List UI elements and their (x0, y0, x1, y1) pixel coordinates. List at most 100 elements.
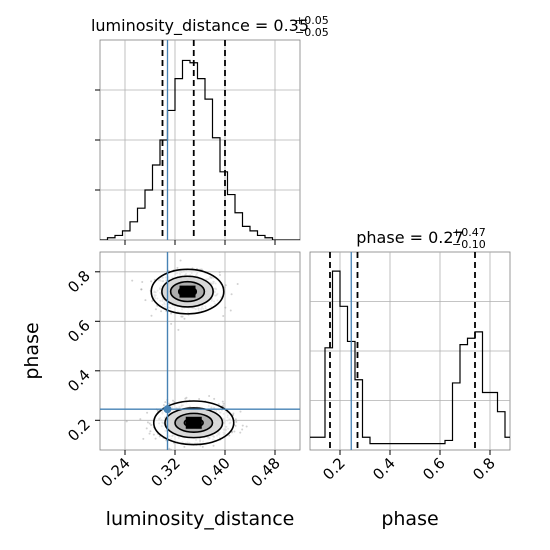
scatter-point (217, 403, 220, 406)
title-1-sub: −0.05 (295, 26, 329, 39)
scatter-point (241, 424, 244, 427)
scatter-point (218, 271, 221, 274)
density-contours (150, 268, 235, 446)
title-2-main: phase = 0.27 (356, 228, 463, 247)
scatter-point (125, 420, 128, 423)
scatter-point (150, 424, 153, 427)
scatter-point (183, 445, 186, 448)
scatter-point (158, 435, 161, 438)
title-2-sup: +0.47 (452, 226, 486, 239)
title-1-sup: +0.05 (295, 14, 329, 27)
scatter-point (148, 422, 151, 425)
y-tick-label-0: 0.2 (64, 415, 94, 445)
y-tick-label-3: 0.8 (64, 267, 94, 297)
grid-marginal-1 (100, 40, 300, 240)
scatter-point (151, 300, 154, 303)
scatter-point (144, 299, 147, 302)
scatter-point (183, 317, 186, 320)
title-1-main: luminosity_distance = 0.35 (91, 16, 309, 36)
x-tick-label-3: 0.8 (469, 454, 499, 484)
scatter-point (228, 434, 231, 437)
marginal-title-2: phase = 0.27 (356, 228, 463, 247)
scatter-point (173, 401, 176, 404)
y-tick-labels-phase: 0.2 0.4 0.6 0.8 (64, 267, 94, 445)
scatter-point (223, 286, 226, 289)
marginal-panel-luminosity-distance: luminosity_distance = 0.35 +0.05 −0.05 (91, 14, 329, 245)
scatter-point (213, 397, 216, 400)
contour-core (179, 285, 196, 298)
scatter-point (241, 428, 244, 431)
scatter-point (200, 268, 203, 271)
scatter-point (222, 405, 225, 408)
x-tick-label-0: 0.2 (319, 454, 349, 484)
x-tick-labels-phase: 0.2 0.4 0.6 0.8 (319, 454, 499, 484)
x-tick-label-2: 0.6 (419, 454, 449, 484)
marginal-title-1: luminosity_distance = 0.35 (91, 16, 309, 36)
scatter-point (177, 328, 180, 331)
histogram-phase (310, 270, 510, 445)
scatter-point (171, 399, 174, 402)
scatter-point (140, 288, 143, 291)
scatter-point (146, 411, 149, 414)
scatter-point (184, 397, 187, 400)
truth-point (163, 405, 172, 414)
scatter-point (232, 412, 235, 415)
scatter-point (179, 259, 182, 262)
scatter-point (222, 402, 225, 405)
scatter-point (235, 420, 238, 423)
scatter-point (168, 402, 171, 405)
scatter-point (230, 293, 233, 296)
x-tick-label-0: 0.24 (97, 454, 133, 490)
scatter-point (234, 418, 237, 421)
scatter-point (176, 266, 179, 269)
scatter-point (146, 421, 149, 424)
scatter-point (168, 447, 171, 450)
scatter-point (224, 306, 227, 309)
x-tick-label-1: 0.4 (369, 454, 399, 484)
scatter-point (208, 394, 211, 397)
x-tick-labels-luminosity-distance: 0.24 0.32 0.40 0.48 (97, 454, 283, 490)
contour-core (185, 416, 202, 429)
scatter-point (201, 445, 204, 448)
scatter-point (218, 274, 221, 277)
x-axis-label-luminosity-distance: luminosity_distance (106, 508, 295, 530)
histogram-luminosity-distance (100, 59, 300, 240)
joint-panel: 0.24 0.32 0.40 0.48 0.2 0.4 0.6 0.8 luminosity… (21, 251, 301, 530)
scatter-point (221, 400, 224, 403)
title-2-sub: −0.10 (452, 238, 486, 251)
ticks-joint (95, 271, 276, 455)
scatter-point (181, 315, 184, 318)
x-tick-label-2: 0.40 (197, 454, 233, 490)
scatter-point (139, 418, 142, 421)
panel-frame-2d (99, 251, 301, 451)
scatter-point (145, 427, 148, 430)
scatter-point (150, 314, 153, 317)
scatter-point (131, 279, 134, 282)
x-tick-label-1: 0.32 (147, 454, 183, 490)
scatter-point (234, 424, 237, 427)
scatter-point (154, 308, 157, 311)
scatter-point (233, 430, 236, 433)
y-tick-label-1: 0.4 (64, 366, 94, 396)
scatter-point (239, 410, 242, 413)
scatter-point (160, 310, 163, 313)
quantile-lines-2 (329, 252, 476, 450)
scatter-point (170, 448, 173, 450)
x-tick-label-3: 0.48 (247, 454, 283, 490)
scatter-point (141, 280, 144, 283)
scatter-point (230, 431, 233, 434)
scatter-point (222, 314, 225, 317)
scatter-point (140, 288, 143, 291)
marginal-panel-phase: 0.2 0.4 0.6 0.8 phase = 0.27 +0.47 −0.10 ph… (309, 226, 511, 530)
scatter-point (236, 283, 239, 286)
scatter-point (245, 425, 248, 428)
scatter-point (170, 312, 173, 315)
ticks-marginal-2 (339, 450, 491, 455)
scatter-point (212, 444, 215, 447)
scatter-point (165, 439, 168, 442)
scatter-point (198, 398, 201, 401)
ticks-marginal-1 (95, 89, 276, 245)
scatter-point (229, 309, 232, 312)
y-axis-label-phase: phase (21, 322, 43, 379)
scatter-point (164, 401, 167, 404)
